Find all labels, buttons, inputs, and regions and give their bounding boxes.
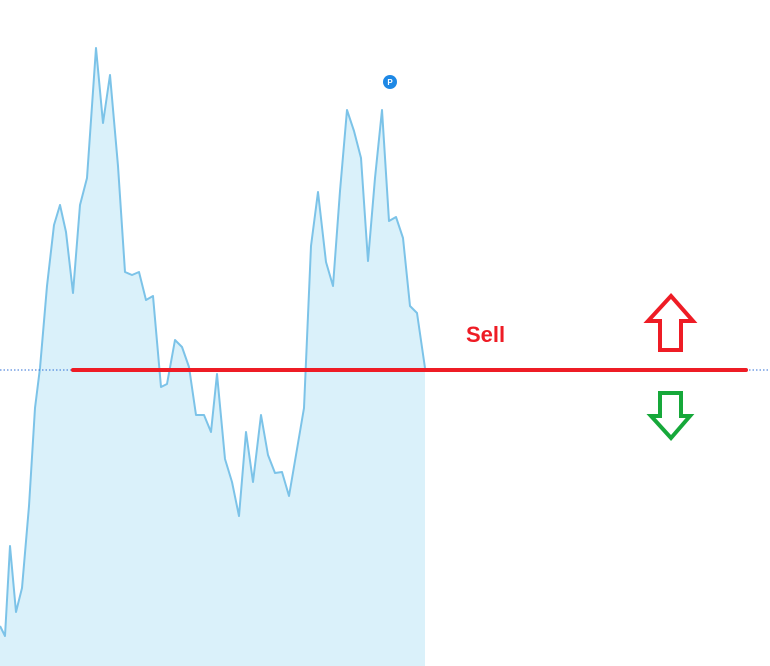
price-series-line [0, 47, 426, 637]
annotation-group: Sell [466, 322, 505, 347]
p-marker-icon[interactable]: P [383, 75, 397, 89]
p-marker-label: P [387, 78, 393, 87]
overlay-group[interactable]: P [0, 75, 770, 442]
arrow-down-outline-icon [646, 391, 695, 442]
arrow-up-outline-icon [643, 293, 698, 352]
price-area-group [0, 48, 425, 666]
price-area-fill [0, 48, 425, 666]
sell-label: Sell [466, 322, 505, 347]
p-marker-circle [383, 75, 397, 89]
price-line-group [0, 47, 426, 637]
